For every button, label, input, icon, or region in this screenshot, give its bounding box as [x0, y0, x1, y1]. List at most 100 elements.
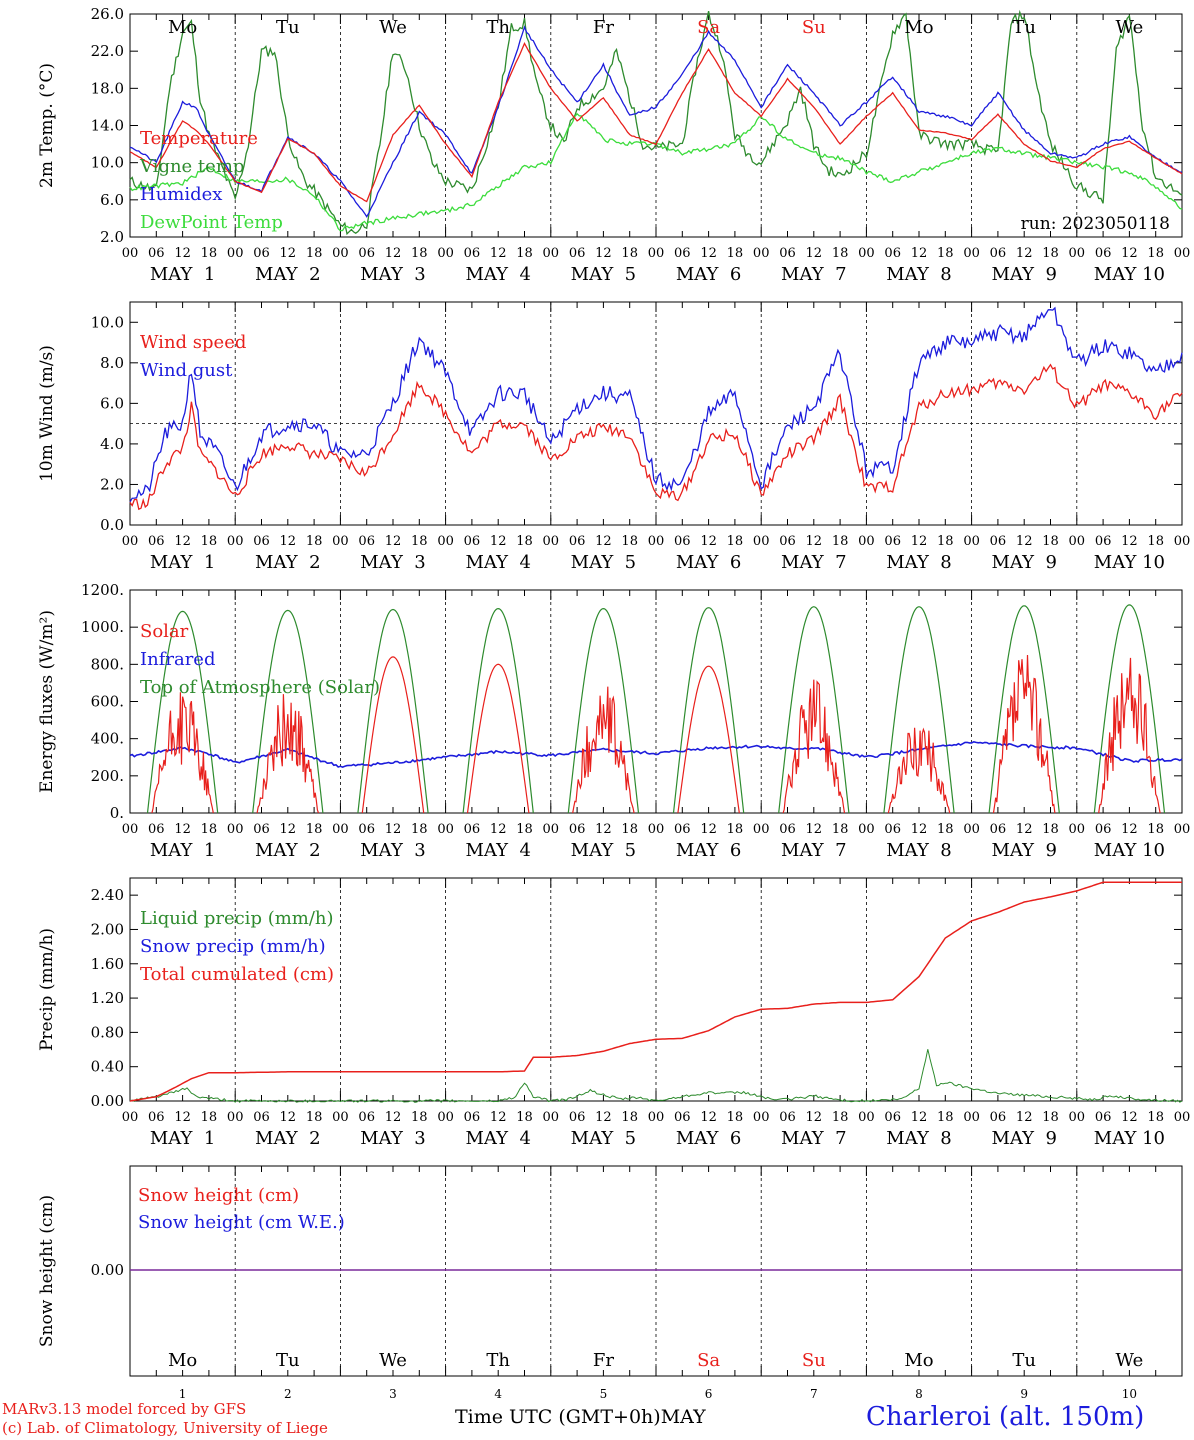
hour-tick-label: 00 [332, 1110, 349, 1125]
hour-tick-label: 18 [1147, 822, 1164, 837]
hour-tick-label: 06 [779, 534, 796, 549]
legend-entry: Wind speed [140, 332, 246, 353]
weekday-label: We [1116, 1350, 1144, 1371]
hour-tick-label: 00 [963, 822, 980, 837]
y-tick-label: 0.0 [100, 516, 124, 534]
hour-tick-label: 00 [437, 246, 454, 261]
y-tick-label: 1.20 [91, 989, 124, 1007]
solar-day-curve [256, 694, 320, 814]
hour-tick-label: 12 [595, 534, 612, 549]
day-label: MAY 10 [1094, 264, 1165, 285]
solar-day-curve [361, 656, 425, 814]
y-tick-label: 26.0 [91, 5, 124, 23]
y-axis-title: Precip (mm/h) [37, 928, 57, 1051]
hour-tick-label: 18 [937, 534, 954, 549]
hour-tick-label: 18 [832, 1110, 849, 1125]
hour-tick-label: 18 [937, 822, 954, 837]
hour-tick-label: 18 [411, 822, 428, 837]
hour-tick-label: 00 [543, 822, 560, 837]
day-label: MAY 7 [781, 552, 846, 573]
day-label: MAY 4 [465, 840, 530, 861]
hour-tick-label: 18 [516, 1110, 533, 1125]
hour-tick-label: 00 [122, 534, 139, 549]
day-label: MAY 10 [1094, 840, 1165, 861]
hour-tick-label: 12 [700, 534, 717, 549]
series-line-liquid-precip [129, 1049, 1183, 1103]
day-label: MAY 7 [781, 840, 846, 861]
hour-tick-label: 12 [174, 246, 191, 261]
series-line-infrared [129, 740, 1183, 768]
hour-tick-label: 06 [990, 1110, 1007, 1125]
hour-tick-label: 00 [227, 246, 244, 261]
y-tick-label: 600. [91, 693, 124, 711]
hour-tick-label: 18 [411, 1110, 428, 1125]
hour-tick-label: 18 [411, 534, 428, 549]
day-number-label: 10 [1122, 1387, 1137, 1401]
hour-tick-label: 12 [911, 1110, 928, 1125]
hour-tick-label: 12 [700, 1110, 717, 1125]
hour-tick-label: 18 [1042, 246, 1059, 261]
hour-tick-label: 00 [543, 534, 560, 549]
panel-border [129, 301, 1183, 526]
hour-tick-label: 12 [595, 822, 612, 837]
toa-solar-arch [252, 609, 324, 814]
day-label: MAY 3 [360, 264, 425, 285]
legend-entry: Liquid precip (mm/h) [140, 908, 334, 929]
hour-tick-label: 06 [253, 246, 270, 261]
hour-tick-label: 18 [306, 822, 323, 837]
hour-tick-label: 18 [516, 822, 533, 837]
toa-solar-arch [988, 605, 1060, 814]
hour-tick-label: 12 [700, 246, 717, 261]
hour-tick-label: 18 [727, 246, 744, 261]
day-label: MAY 5 [571, 1128, 636, 1149]
hour-tick-label: 18 [727, 534, 744, 549]
y-tick-label: 400. [91, 730, 124, 748]
y-tick-label: 4.0 [100, 435, 124, 453]
legend-entry: DewPoint Temp [140, 212, 283, 233]
hour-tick-label: 18 [937, 246, 954, 261]
hour-tick-label: 12 [1121, 1110, 1138, 1125]
hour-tick-label: 12 [385, 534, 402, 549]
hour-tick-label: 00 [1069, 246, 1086, 261]
hour-tick-label: 18 [1042, 534, 1059, 549]
series-line-wind-speed [129, 363, 1183, 511]
day-number-label: 8 [915, 1387, 923, 1401]
hour-tick-label: 00 [963, 1110, 980, 1125]
hour-tick-label: 06 [884, 246, 901, 261]
hour-tick-label: 12 [1016, 1110, 1033, 1125]
hour-tick-label: 00 [437, 1110, 454, 1125]
weekday-label: Th [486, 1350, 510, 1371]
hour-tick-label: 12 [911, 534, 928, 549]
hour-tick-label: 06 [674, 822, 691, 837]
hour-tick-label: 18 [201, 822, 218, 837]
hour-tick-label: 06 [884, 822, 901, 837]
day-label: MAY 10 [1094, 1128, 1165, 1149]
hour-tick-label: 00 [543, 1110, 560, 1125]
hour-tick-label: 00 [963, 246, 980, 261]
hour-tick-label: 00 [122, 822, 139, 837]
day-label: MAY 5 [571, 840, 636, 861]
hour-tick-label: 12 [280, 534, 297, 549]
day-label: MAY 2 [255, 1128, 320, 1149]
hour-tick-label: 06 [779, 822, 796, 837]
hour-tick-label: 18 [832, 534, 849, 549]
y-axis-title: 10m Wind (m/s) [37, 345, 57, 482]
legend-entry: Total cumulated (cm) [140, 964, 334, 985]
y-tick-label: 22.0 [91, 42, 124, 60]
hour-tick-label: 18 [937, 1110, 954, 1125]
hour-tick-label: 18 [201, 1110, 218, 1125]
hour-tick-label: 12 [174, 1110, 191, 1125]
hour-tick-label: 06 [1095, 822, 1112, 837]
day-label: MAY 4 [465, 1128, 530, 1149]
weekday-label: Fr [593, 17, 614, 38]
day-label: MAY 3 [360, 552, 425, 573]
hour-tick-label: 06 [253, 534, 270, 549]
hour-tick-label: 06 [990, 246, 1007, 261]
day-label: MAY 7 [781, 264, 846, 285]
solar-day-curve [572, 686, 635, 814]
hour-tick-label: 12 [1121, 534, 1138, 549]
hour-tick-label: 12 [1121, 246, 1138, 261]
hour-tick-label: 00 [963, 534, 980, 549]
day-number-label: 9 [1020, 1387, 1028, 1401]
day-label: MAY 5 [571, 264, 636, 285]
